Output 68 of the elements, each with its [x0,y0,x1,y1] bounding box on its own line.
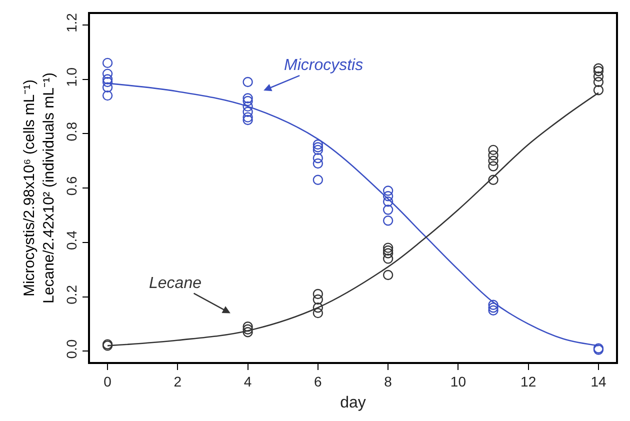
x-tick-label: 10 [450,374,466,390]
annotation: Microcystis [284,57,364,74]
x-tick-label: 6 [314,374,322,390]
x-tick-label: 14 [590,374,606,390]
point [488,300,498,310]
point [242,76,253,88]
point [102,90,113,101]
point [242,114,253,126]
point [382,245,394,256]
y-tick-label: 0.6 [64,176,80,196]
point [242,96,253,106]
y-tick-label: 1.2 [64,12,80,33]
annotation: Lecane [149,275,202,292]
point [312,294,324,305]
point [312,144,324,156]
point [312,142,324,152]
point [242,93,253,104]
y-tick-label: 0.8 [64,122,80,142]
x-tick-label: 4 [244,374,252,390]
point [488,150,498,160]
point [593,76,604,88]
point [102,76,113,88]
point [102,68,113,79]
point [242,101,253,112]
point [382,191,394,202]
point [593,63,604,74]
point [242,112,253,122]
point [382,248,394,258]
point [312,158,324,169]
x-tick-label: 12 [520,374,536,390]
x-tick-label: 0 [104,374,112,390]
point [593,66,604,76]
point [242,326,253,338]
point [488,305,498,316]
point [242,322,253,332]
y-tick-label: 0.4 [64,230,80,250]
point [312,308,324,318]
point [242,324,253,334]
point [382,216,394,226]
x-tick-label: 8 [384,374,392,390]
y-axis-title: Microcystis/2.98x10⁶ (cells mL⁻¹) Lecane/2.42x10² (individuals mL⁻¹) [20,72,58,304]
point [312,288,324,300]
point [488,302,498,313]
point [312,302,324,313]
point [382,254,394,264]
point [593,71,604,82]
point [488,156,498,166]
point [312,139,324,150]
point [382,204,394,215]
point [593,85,604,96]
point [488,144,498,156]
x-axis-title: day [340,394,366,412]
point [242,106,253,117]
point [382,242,394,253]
point [102,82,113,93]
x-tick-label: 2 [174,374,182,390]
point [382,270,394,280]
point [488,174,498,185]
point [102,74,113,84]
y-tick-label: 0.0 [64,339,80,359]
point [382,196,394,207]
y-tick-label: 0.2 [64,284,80,304]
y-tick-label: 1.0 [64,67,80,87]
point [102,58,113,68]
point [312,174,324,185]
point [312,152,324,164]
point [382,186,394,196]
point [488,161,498,172]
